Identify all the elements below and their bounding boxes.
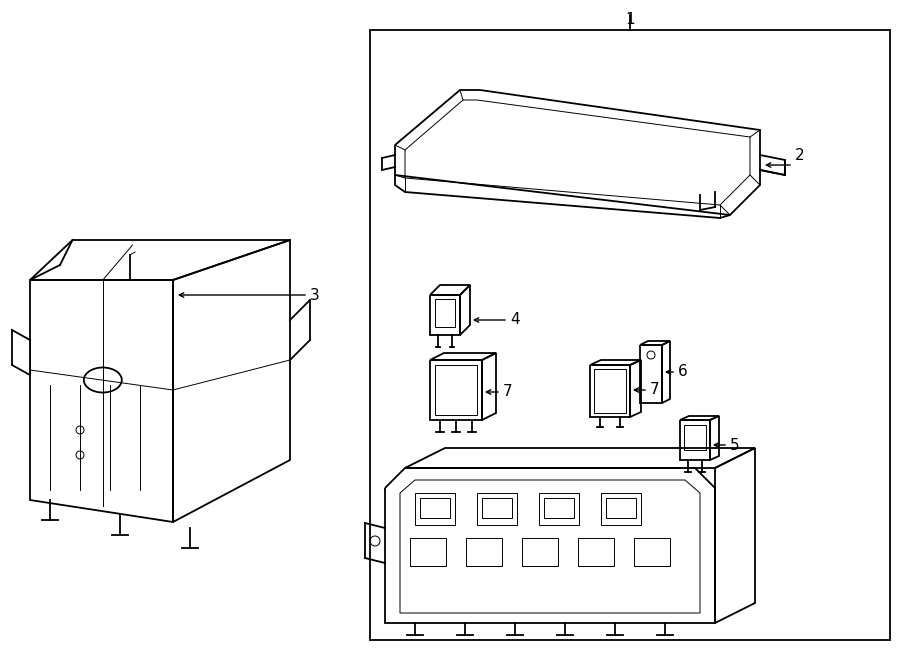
Bar [466,538,502,566]
Text: 1: 1 [626,12,634,27]
Bar [415,493,455,525]
Text: 4: 4 [510,313,519,327]
Text: 2: 2 [795,147,805,163]
Bar [539,493,579,525]
Bar [435,365,477,415]
Text: 3: 3 [310,288,320,303]
Bar [370,30,890,640]
Bar [522,538,558,566]
Text: 7: 7 [650,383,660,397]
Bar [544,498,574,518]
Bar [410,538,446,566]
Bar [435,299,455,327]
Text: 6: 6 [678,364,688,379]
Text: 7: 7 [503,385,513,399]
Bar [594,369,626,413]
Text: 5: 5 [730,438,740,453]
Bar [482,498,512,518]
Bar [684,425,706,450]
Bar [477,493,517,525]
Bar [606,498,636,518]
Ellipse shape [84,368,122,393]
Bar [420,498,450,518]
Bar [601,493,641,525]
Bar [634,538,670,566]
Bar [578,538,614,566]
